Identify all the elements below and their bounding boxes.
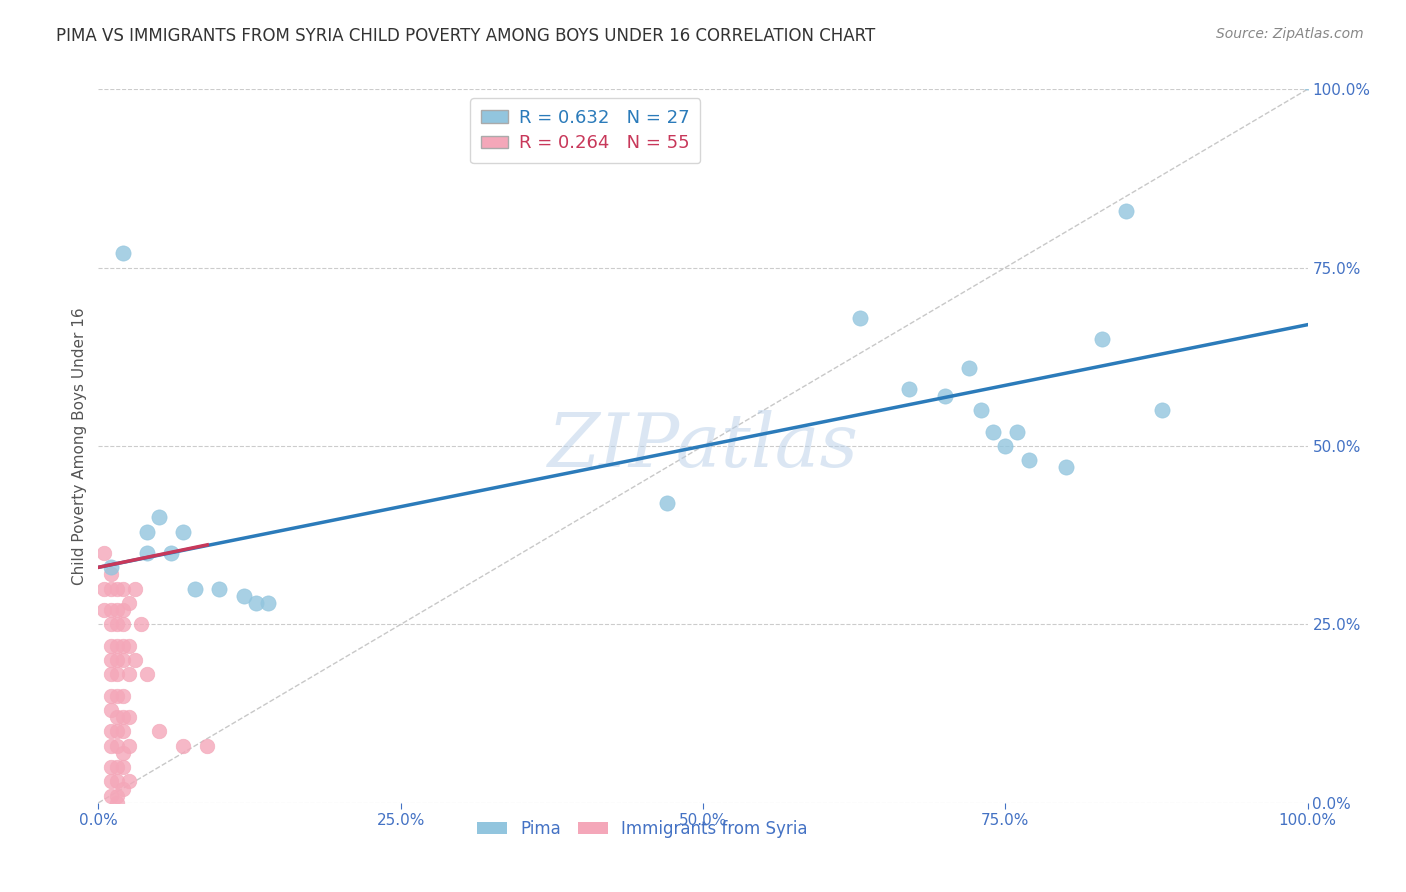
Point <box>111 246 134 260</box>
Point <box>105 653 128 667</box>
Point <box>172 739 194 753</box>
Text: ZIPatlas: ZIPatlas <box>547 409 859 483</box>
Point <box>118 639 141 653</box>
Point <box>135 546 157 560</box>
Text: PIMA VS IMMIGRANTS FROM SYRIA CHILD POVERTY AMONG BOYS UNDER 16 CORRELATION CHAR: PIMA VS IMMIGRANTS FROM SYRIA CHILD POVE… <box>56 27 876 45</box>
Point <box>105 724 128 739</box>
Point <box>105 689 128 703</box>
Point <box>195 739 218 753</box>
Point <box>184 582 207 596</box>
Point <box>160 546 183 560</box>
Point <box>111 582 134 596</box>
Point <box>111 781 134 796</box>
Point <box>100 724 122 739</box>
Point <box>100 739 122 753</box>
Point <box>1152 403 1174 417</box>
Point <box>129 617 152 632</box>
Point <box>111 603 134 617</box>
Point <box>111 639 134 653</box>
Point <box>100 789 122 803</box>
Point <box>100 567 122 582</box>
Point <box>148 510 170 524</box>
Point <box>105 582 128 596</box>
Point <box>1007 425 1029 439</box>
Point <box>93 546 115 560</box>
Point <box>118 774 141 789</box>
Point <box>105 789 128 803</box>
Point <box>124 582 146 596</box>
Point <box>93 582 115 596</box>
Point <box>897 382 920 396</box>
Point <box>135 524 157 539</box>
Point <box>245 596 267 610</box>
Point <box>100 667 122 681</box>
Point <box>100 653 122 667</box>
Point <box>994 439 1017 453</box>
Point <box>105 710 128 724</box>
Point <box>105 774 128 789</box>
Point <box>934 389 956 403</box>
Point <box>100 582 122 596</box>
Point <box>118 710 141 724</box>
Point <box>100 689 122 703</box>
Point <box>100 603 122 617</box>
Point <box>135 667 157 681</box>
Point <box>111 724 134 739</box>
Point <box>1296 75 1319 89</box>
Point <box>105 796 128 810</box>
Point <box>111 710 134 724</box>
Point <box>105 760 128 774</box>
Point <box>1054 460 1077 475</box>
Legend: Pima, Immigrants from Syria: Pima, Immigrants from Syria <box>471 814 814 845</box>
Point <box>93 603 115 617</box>
Point <box>1018 453 1040 467</box>
Point <box>232 589 254 603</box>
Point <box>100 560 122 574</box>
Point <box>118 739 141 753</box>
Point <box>111 689 134 703</box>
Point <box>970 403 993 417</box>
Point <box>111 617 134 632</box>
Point <box>111 746 134 760</box>
Point <box>655 496 678 510</box>
Point <box>849 310 872 325</box>
Point <box>105 639 128 653</box>
Point <box>118 596 141 610</box>
Point <box>118 667 141 681</box>
Point <box>124 653 146 667</box>
Point <box>100 703 122 717</box>
Point <box>100 760 122 774</box>
Point <box>981 425 1004 439</box>
Point <box>957 360 980 375</box>
Point <box>172 524 194 539</box>
Point <box>1115 203 1137 218</box>
Point <box>148 724 170 739</box>
Point <box>105 667 128 681</box>
Point <box>105 617 128 632</box>
Point <box>100 774 122 789</box>
Point <box>105 739 128 753</box>
Point <box>1091 332 1114 346</box>
Point <box>111 653 134 667</box>
Text: Source: ZipAtlas.com: Source: ZipAtlas.com <box>1216 27 1364 41</box>
Y-axis label: Child Poverty Among Boys Under 16: Child Poverty Among Boys Under 16 <box>72 307 87 585</box>
Point <box>105 603 128 617</box>
Point <box>208 582 231 596</box>
Point <box>111 760 134 774</box>
Point <box>100 617 122 632</box>
Point <box>256 596 278 610</box>
Point <box>100 639 122 653</box>
